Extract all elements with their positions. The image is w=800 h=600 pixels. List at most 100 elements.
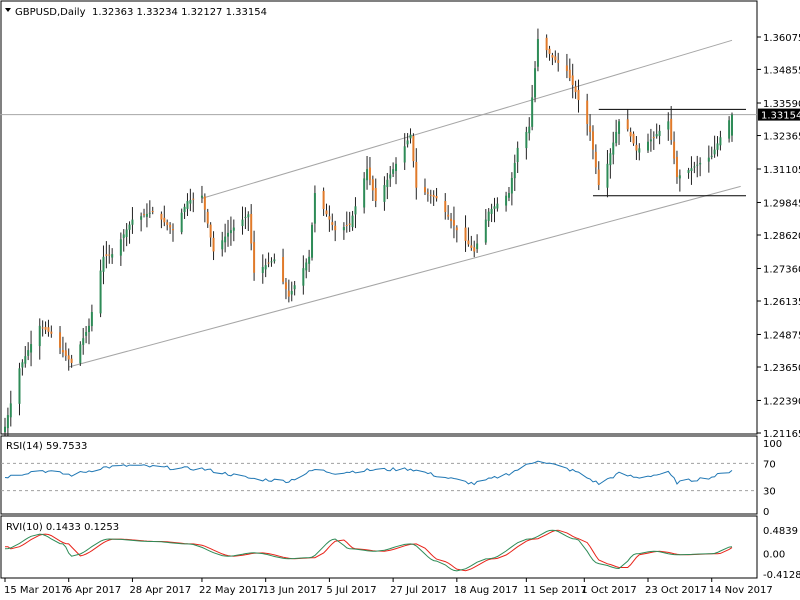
- candle: [452, 206, 455, 239]
- candle-body-bear: [250, 213, 253, 244]
- candle-body-bull: [140, 216, 143, 220]
- rvi-tick-label: 0.4839: [763, 526, 798, 537]
- candle: [293, 280, 296, 296]
- candle-body-bull: [406, 140, 409, 145]
- candle-body-bull: [119, 239, 122, 256]
- candle-body-bear: [160, 213, 163, 220]
- candle: [719, 130, 722, 151]
- candle: [673, 131, 676, 165]
- candle-body-bear: [334, 225, 337, 231]
- candle: [4, 417, 6, 436]
- candle-body-bear: [629, 131, 632, 137]
- rsi-line: [4, 460, 733, 486]
- candle: [638, 143, 641, 161]
- candle: [322, 187, 325, 216]
- candle: [108, 244, 111, 264]
- candle-body-bear: [70, 358, 73, 364]
- candle-body-bear: [432, 194, 435, 197]
- rvi-panel[interactable]: RVI(10) 0.1433 0.1253 0.4839 0.00 -0.4128: [0, 515, 800, 581]
- candle-body-bull: [612, 142, 615, 155]
- candle: [473, 240, 476, 258]
- candle-body-bull: [24, 356, 27, 364]
- candle: [652, 131, 655, 150]
- ohlc-label: 1.32363 1.33234 1.32127 1.33154: [92, 7, 267, 18]
- candle-body-bull: [273, 259, 276, 262]
- candle: [85, 326, 88, 344]
- candle: [713, 135, 716, 158]
- candle-body-bear: [452, 220, 455, 226]
- candle: [122, 229, 125, 252]
- candle: [203, 193, 206, 223]
- candle-body-bear: [551, 55, 554, 58]
- candle: [241, 206, 244, 235]
- candle-body-bull: [719, 137, 722, 146]
- candle-body-bear: [467, 240, 470, 245]
- candle: [206, 208, 209, 228]
- candle: [406, 133, 409, 148]
- candle: [148, 200, 151, 218]
- current-price-tag-label: 1.33154: [761, 111, 800, 122]
- candle: [505, 191, 508, 212]
- candle: [47, 319, 50, 337]
- candle: [111, 248, 114, 264]
- candle: [9, 390, 12, 427]
- candle-body-bull: [21, 362, 24, 368]
- rvi-plot: [4, 529, 733, 572]
- candle: [261, 254, 264, 284]
- price-tick-label: 1.24875: [763, 330, 800, 341]
- candle-body-bull: [186, 201, 189, 209]
- candle: [395, 157, 398, 185]
- candle: [128, 221, 131, 244]
- candle: [629, 127, 632, 143]
- candle: [6, 407, 9, 437]
- candle: [655, 123, 658, 139]
- candle: [487, 208, 490, 227]
- candle-body-bull: [696, 164, 699, 166]
- rsi-panel[interactable]: RSI(14) 59.7533 100 70 30 0: [0, 435, 782, 518]
- time-tick-label: 28 Apr 2017: [129, 585, 191, 596]
- candle: [571, 63, 574, 99]
- candle: [647, 133, 650, 153]
- candle: [577, 79, 580, 113]
- candle-body-bull: [82, 338, 85, 345]
- candle-body-bull: [363, 178, 366, 208]
- price-tick-label: 1.31105: [763, 165, 800, 176]
- candle-body-bear: [574, 86, 577, 93]
- time-tick-label: 5 Jul 2017: [326, 585, 376, 596]
- candle-body-bear: [206, 211, 209, 224]
- candle: [99, 259, 102, 318]
- candle: [186, 193, 189, 217]
- candle-body-bear: [267, 262, 270, 264]
- candle-body-bull: [392, 169, 395, 174]
- collapse-triangle-icon[interactable]: [5, 8, 11, 12]
- candle-body-bull: [728, 120, 731, 139]
- candle: [435, 187, 438, 202]
- time-tick-label: 14 Nov 2017: [709, 585, 773, 596]
- candle: [328, 205, 331, 232]
- candle: [534, 61, 537, 103]
- candle-body-bear: [348, 223, 351, 225]
- time-tick-label: 27 Jul 2017: [390, 585, 447, 596]
- time-tick-label: 22 May 2017: [199, 585, 264, 596]
- candle: [557, 52, 560, 72]
- time-tick-label: 18 Aug 2017: [454, 585, 518, 596]
- candle: [545, 34, 548, 58]
- candle: [632, 131, 635, 146]
- candle: [87, 318, 90, 345]
- candle: [696, 155, 699, 178]
- candle-body-bull: [102, 256, 105, 272]
- candle: [476, 234, 479, 253]
- candle-body-bull: [366, 169, 369, 181]
- candle: [615, 119, 618, 147]
- price-panel[interactable]: GBPUSD,Daily 1.32363 1.33234 1.32127 1.3…: [0, 0, 800, 440]
- candle-body-bear: [169, 224, 172, 228]
- candle-body-bear: [591, 131, 594, 150]
- candle: [510, 172, 513, 206]
- candle-body-bear: [435, 195, 438, 199]
- candle-body-bear: [632, 133, 635, 144]
- candle-body-bear: [345, 224, 348, 226]
- candle-body-bear: [470, 245, 473, 248]
- candle: [409, 128, 412, 144]
- candle-body-bull: [536, 38, 539, 67]
